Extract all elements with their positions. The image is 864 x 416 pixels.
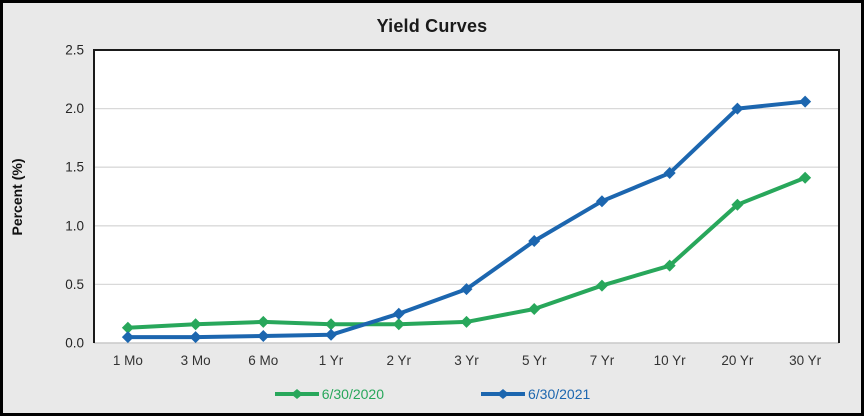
x-tick-label: 1 Mo bbox=[113, 353, 143, 368]
data-point-marker bbox=[663, 167, 676, 180]
data-point-marker bbox=[257, 329, 270, 342]
data-point-marker bbox=[595, 279, 608, 292]
series-6-30-2021 bbox=[121, 95, 812, 344]
data-point-marker bbox=[189, 331, 202, 344]
x-tick-label: 10 Yr bbox=[654, 353, 687, 368]
legend-label: 6/30/2021 bbox=[528, 386, 591, 402]
data-point-marker bbox=[121, 321, 134, 334]
series-6-30-2020 bbox=[121, 171, 812, 334]
data-point-marker bbox=[663, 259, 676, 272]
legend-item-6-30-2020: 6/30/2020 bbox=[274, 386, 384, 402]
data-point-marker bbox=[189, 318, 202, 331]
plot-background bbox=[94, 50, 839, 343]
legend-item-6-30-2021: 6/30/2021 bbox=[480, 386, 590, 402]
data-point-marker bbox=[731, 102, 744, 115]
plot-border bbox=[93, 49, 840, 343]
x-tick-label: 3 Yr bbox=[454, 353, 479, 368]
x-tick-label: 20 Yr bbox=[721, 353, 754, 368]
data-point-marker bbox=[392, 318, 405, 331]
x-tick-label: 3 Mo bbox=[181, 353, 211, 368]
data-point-marker bbox=[392, 307, 405, 320]
y-tick-label: 0.0 bbox=[65, 336, 84, 351]
data-point-marker bbox=[528, 235, 541, 248]
y-tick-label: 1.0 bbox=[65, 218, 84, 233]
x-tick-label: 30 Yr bbox=[789, 353, 822, 368]
legend-label: 6/30/2020 bbox=[321, 386, 384, 402]
data-point-marker bbox=[325, 328, 338, 341]
x-tick-label: 5 Yr bbox=[522, 353, 547, 368]
data-point-marker bbox=[528, 303, 541, 316]
data-point-marker bbox=[799, 95, 812, 108]
y-tick-label: 2.5 bbox=[65, 43, 84, 58]
data-point-marker bbox=[460, 283, 473, 296]
chart-title: Yield Curves bbox=[376, 16, 488, 36]
data-point-marker bbox=[595, 195, 608, 208]
data-point-marker bbox=[325, 318, 338, 331]
plot-area: 0.0 0.5 1.0 1.5 2.0 2.5 1 Mo 3 Mo 6 Mo 1 Yr 2 Yr 3 … bbox=[65, 43, 840, 368]
legend-swatch-icon bbox=[274, 389, 319, 399]
x-tick-label: 1 Yr bbox=[319, 353, 344, 368]
data-point-marker bbox=[121, 331, 134, 344]
data-point-marker bbox=[257, 315, 270, 328]
x-tick-label: 6 Mo bbox=[248, 353, 278, 368]
data-point-marker bbox=[731, 198, 744, 211]
legend: 6/30/2020 6/30/2021 bbox=[3, 386, 861, 402]
x-tick-label: 2 Yr bbox=[387, 353, 412, 368]
x-tick-label: 7 Yr bbox=[590, 353, 615, 368]
y-tick-label: 0.5 bbox=[65, 277, 84, 292]
y-tick-label: 1.5 bbox=[65, 160, 84, 175]
y-tick-label: 2.0 bbox=[65, 101, 84, 116]
legend-swatch-icon bbox=[481, 389, 525, 399]
data-point-marker bbox=[460, 315, 473, 328]
data-point-marker bbox=[799, 171, 812, 184]
